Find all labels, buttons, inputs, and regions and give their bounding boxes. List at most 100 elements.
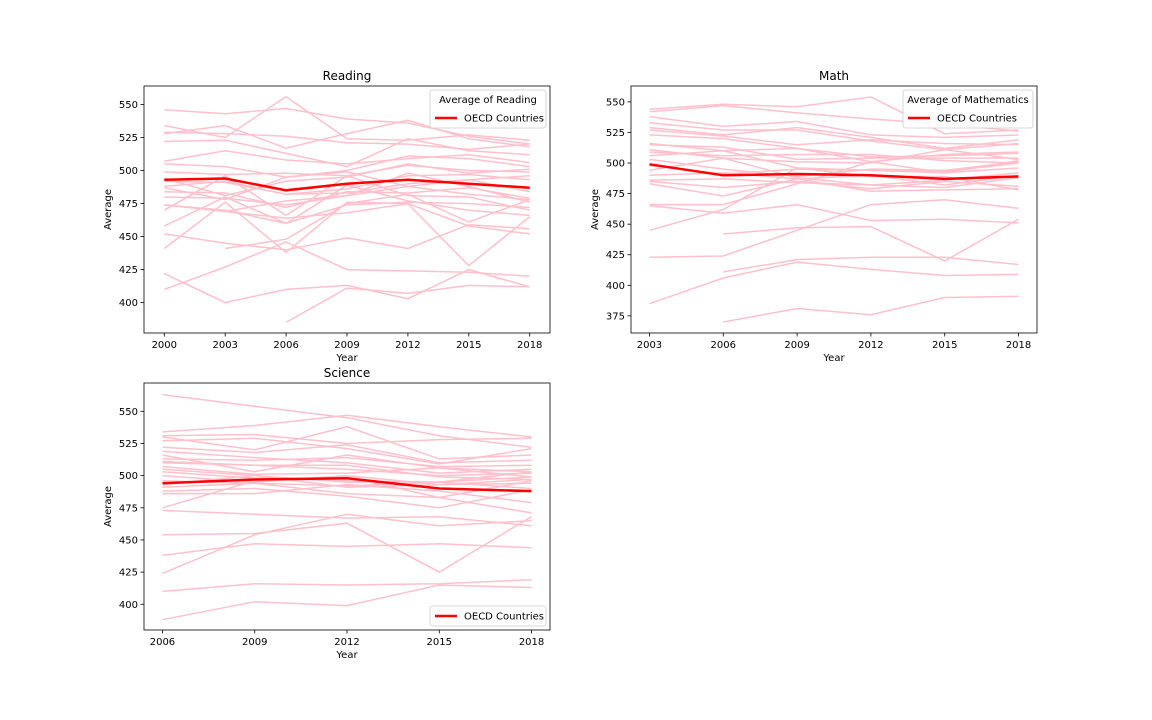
x-tick-label: 2015	[427, 637, 452, 648]
panel-title: Science	[324, 366, 371, 380]
country-line	[162, 450, 532, 474]
y-tick-label: 500	[119, 166, 138, 177]
country-line	[163, 184, 530, 227]
country-line	[162, 425, 532, 460]
y-tick-label: 400	[119, 600, 138, 611]
x-tick-label: 2006	[711, 340, 736, 351]
y-tick-label: 425	[119, 265, 138, 276]
oecd-average-line	[649, 163, 1019, 181]
y-tick-label: 450	[119, 232, 138, 243]
country-line	[162, 465, 532, 478]
legend: Average of Mathematics OECD Countries	[902, 89, 1034, 129]
country-line	[723, 218, 1019, 262]
country-line	[164, 155, 530, 178]
legend-box	[902, 89, 1034, 129]
country-line	[649, 96, 1019, 135]
oecd-average-line	[164, 177, 530, 192]
country-line	[164, 186, 530, 209]
country-line	[162, 471, 532, 483]
y-tick-label: 525	[606, 128, 625, 139]
y-tick-label: 400	[119, 298, 138, 309]
y-tick-label: 425	[119, 568, 138, 579]
legend-box	[429, 89, 547, 129]
oecd-average-line	[162, 476, 532, 493]
country-line	[649, 261, 1019, 305]
country-line	[164, 223, 530, 251]
y-tick-label: 550	[606, 97, 625, 108]
x-tick-label: 2012	[395, 340, 420, 351]
y-tick-label: 525	[119, 133, 138, 144]
panel-title: Math	[819, 69, 849, 83]
country-line	[162, 454, 532, 473]
country-line	[163, 268, 530, 304]
chart-panel-math: 2003 2006 2009 2012 2015 2018 375 400 425 450 475 5…	[590, 69, 1038, 364]
panel-title: Reading	[323, 69, 372, 83]
legend-title: Average of Reading	[439, 95, 537, 106]
country-line	[164, 119, 530, 149]
country-line	[162, 579, 532, 593]
country-line	[164, 171, 530, 201]
x-tick-label: 2009	[334, 340, 359, 351]
x-tick-label: 2012	[334, 637, 359, 648]
country-line	[723, 256, 1019, 273]
x-tick-label: 2006	[150, 637, 175, 648]
x-tick-label: 2000	[152, 340, 177, 351]
legend: Average of Reading OECD Countries	[429, 89, 547, 129]
country-line	[164, 95, 530, 141]
country-line	[163, 174, 530, 217]
y-tick-label: 500	[606, 159, 625, 170]
legend: OECD Countries	[429, 605, 547, 627]
country-line	[649, 121, 1019, 151]
x-axis-label: Year	[335, 353, 358, 364]
country-line	[164, 173, 530, 196]
country-line	[162, 513, 532, 575]
country-line	[649, 115, 1019, 139]
y-tick-label: 550	[119, 100, 138, 111]
country-line	[162, 433, 532, 445]
x-tick-label: 2018	[519, 637, 544, 648]
x-tick-label: 2003	[637, 340, 662, 351]
country-line	[649, 129, 1019, 146]
y-tick-label: 425	[606, 250, 625, 261]
y-tick-label: 450	[606, 220, 625, 231]
country-line	[162, 480, 532, 490]
x-axis-label: Year	[335, 650, 358, 661]
legend-entry: OECD Countries	[937, 114, 1017, 125]
y-axis-label: Average	[590, 189, 601, 230]
country-line	[164, 149, 530, 165]
y-tick-label: 500	[119, 471, 138, 482]
country-line	[162, 584, 532, 621]
y-tick-label: 475	[119, 199, 138, 210]
x-tick-label: 2018	[517, 340, 542, 351]
country-line	[162, 509, 532, 527]
chart-panel-science: 2006 2009 2012 2015 2018 400 425 450 475 500 525 55…	[103, 366, 551, 661]
x-axis-label: Year	[822, 353, 845, 364]
x-tick-label: 2015	[456, 340, 481, 351]
legend-entry: OECD Countries	[464, 114, 544, 125]
country-line	[164, 131, 530, 151]
country-line	[649, 143, 1019, 161]
country-line	[649, 126, 1019, 150]
legend-box	[429, 605, 547, 627]
x-tick-label: 2015	[932, 340, 957, 351]
y-axis-label: Average	[103, 189, 114, 230]
y-axis-label: Average	[103, 486, 114, 527]
country-line	[162, 462, 532, 481]
y-tick-label: 375	[606, 311, 625, 322]
country-line	[723, 295, 1019, 323]
y-tick-label: 475	[606, 189, 625, 200]
country-line	[164, 201, 530, 225]
x-tick-label: 2006	[273, 340, 298, 351]
country-line	[162, 456, 532, 468]
legend-title: Average of Mathematics	[907, 95, 1029, 106]
country-line	[285, 284, 530, 324]
country-line	[162, 480, 532, 499]
axes-frame	[630, 85, 1038, 334]
country-line	[649, 148, 1019, 164]
chart-panel-reading: 2000 2003 2006 2009 2012 2015 2018 400 425 450 475…	[103, 69, 551, 364]
country-line	[649, 151, 1019, 164]
country-line	[162, 437, 532, 465]
country-line	[162, 468, 532, 483]
plot-area	[144, 383, 550, 630]
y-tick-label: 475	[119, 503, 138, 514]
